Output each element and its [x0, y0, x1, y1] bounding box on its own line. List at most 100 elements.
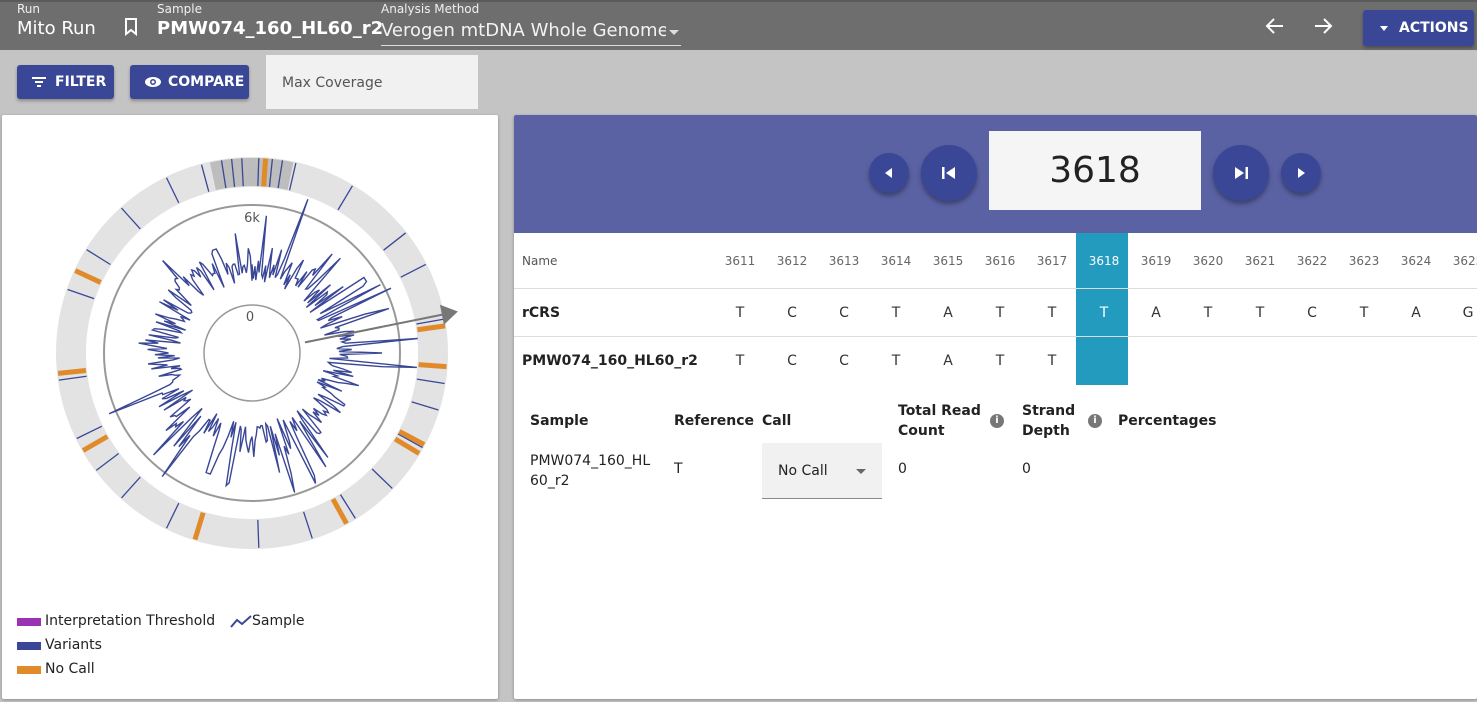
no-call-mark[interactable]	[74, 268, 102, 285]
control-region-mark[interactable]	[238, 158, 244, 187]
control-region-mark[interactable]	[284, 161, 294, 190]
position-label[interactable]: 3617	[1036, 254, 1068, 268]
variant-mark[interactable]	[67, 288, 95, 300]
position-label[interactable]: 3619	[1140, 254, 1172, 268]
position-label[interactable]: 3616	[984, 254, 1016, 268]
reference-base[interactable]: G	[1462, 305, 1474, 321]
variant-mark[interactable]	[165, 177, 180, 204]
position-label[interactable]: 3620	[1192, 254, 1224, 268]
variant-mark[interactable]	[241, 158, 244, 187]
position-label[interactable]: 3614	[880, 254, 912, 268]
position-label[interactable]: 3621	[1244, 254, 1276, 268]
compare-button[interactable]: COMPARE	[130, 65, 249, 99]
reference-base[interactable]: T	[995, 305, 1005, 321]
no-call-mark[interactable]	[81, 434, 109, 453]
no-call-mark[interactable]	[57, 367, 87, 376]
variant-mark[interactable]	[416, 318, 445, 325]
no-call-mark[interactable]	[418, 362, 447, 370]
last-position-button[interactable]	[1213, 145, 1269, 201]
position-label[interactable]: 3624	[1400, 254, 1432, 268]
no-call-mark[interactable]	[417, 323, 446, 333]
control-region-mark[interactable]	[235, 158, 241, 187]
circular-coverage-chart[interactable]: 6k 0	[2, 115, 498, 595]
arrow-right-icon[interactable]	[1311, 14, 1335, 38]
variant-mark[interactable]	[383, 232, 407, 251]
no-call-mark[interactable]	[393, 436, 421, 456]
variant-mark[interactable]	[302, 511, 313, 539]
reference-base[interactable]: C	[787, 305, 797, 321]
position-label[interactable]: 3623	[1348, 254, 1380, 268]
variant-mark[interactable]	[220, 160, 227, 189]
control-region-mark[interactable]	[209, 161, 219, 190]
variant-mark[interactable]	[339, 494, 356, 519]
reference-base[interactable]: T	[1255, 305, 1265, 321]
control-region-mark[interactable]	[258, 158, 263, 187]
position-label[interactable]: 3625	[1452, 254, 1477, 268]
first-position-button[interactable]	[921, 145, 977, 201]
sample-base[interactable]: A	[943, 353, 953, 369]
no-call-mark[interactable]	[261, 158, 269, 187]
next-position-button[interactable]	[1281, 153, 1321, 193]
control-region-mark[interactable]	[233, 158, 239, 187]
variant-mark[interactable]	[288, 162, 297, 191]
analysis-method-select[interactable]: Verogen mtDNA Whole Genome ...	[381, 18, 681, 46]
reference-base[interactable]: T	[735, 305, 745, 321]
reference-base[interactable]: C	[1307, 305, 1317, 321]
position-label[interactable]: 3612	[776, 254, 808, 268]
call-select[interactable]: No Call	[762, 443, 882, 499]
variant-mark[interactable]	[230, 159, 236, 187]
control-region-mark[interactable]	[278, 160, 287, 189]
position-label[interactable]: 3611	[724, 254, 756, 268]
control-region-mark[interactable]	[245, 158, 250, 187]
control-region-mark[interactable]	[226, 159, 233, 188]
position-label[interactable]: 3622	[1296, 254, 1328, 268]
variant-mark[interactable]	[416, 378, 445, 385]
variant-mark[interactable]	[95, 452, 120, 471]
variant-mark[interactable]	[411, 401, 439, 411]
control-region-mark[interactable]	[221, 159, 229, 189]
arrow-left-icon[interactable]	[1263, 14, 1287, 38]
control-region-mark[interactable]	[231, 158, 237, 187]
sample-base[interactable]: T	[995, 353, 1005, 369]
control-region-mark[interactable]	[280, 160, 289, 190]
filter-button[interactable]: FILTER	[17, 65, 114, 99]
max-coverage-input[interactable]: Max Coverage	[266, 55, 478, 109]
variant-mark[interactable]	[76, 425, 103, 440]
variant-mark[interactable]	[337, 185, 353, 211]
control-region-mark[interactable]	[216, 160, 225, 189]
actions-button[interactable]: ACTIONS	[1363, 10, 1474, 46]
position-label[interactable]: 3618	[1088, 254, 1120, 268]
control-region-mark[interactable]	[270, 159, 277, 188]
no-call-mark[interactable]	[330, 497, 349, 525]
variant-mark[interactable]	[257, 158, 260, 187]
position-label[interactable]: 3613	[828, 254, 860, 268]
position-input[interactable]: 3618	[989, 131, 1201, 210]
control-region-mark[interactable]	[224, 159, 231, 188]
control-region-mark[interactable]	[214, 161, 223, 190]
variant-mark[interactable]	[121, 476, 141, 499]
no-call-mark[interactable]	[192, 511, 206, 541]
info-icon[interactable]: i	[990, 414, 1004, 428]
control-region-mark[interactable]	[212, 161, 221, 190]
variant-mark[interactable]	[268, 159, 274, 187]
variant-mark[interactable]	[400, 263, 427, 278]
sample-base[interactable]: C	[839, 353, 849, 369]
variant-mark[interactable]	[86, 249, 111, 266]
previous-position-button[interactable]	[869, 153, 909, 193]
info-icon[interactable]: i	[1088, 414, 1102, 428]
position-label[interactable]: 3615	[932, 254, 964, 268]
reference-base[interactable]: C	[839, 305, 849, 321]
variant-mark[interactable]	[165, 502, 180, 529]
sample-base[interactable]: C	[787, 353, 797, 369]
control-region-mark[interactable]	[274, 159, 282, 188]
sample-base[interactable]: T	[735, 353, 745, 369]
no-call-mark[interactable]	[398, 429, 426, 447]
control-region-mark[interactable]	[282, 161, 292, 190]
bookmark-icon[interactable]	[124, 18, 138, 36]
variant-mark[interactable]	[397, 433, 423, 449]
variant-mark[interactable]	[58, 375, 87, 381]
reference-base[interactable]: A	[1411, 305, 1421, 321]
sample-base[interactable]: T	[1047, 353, 1057, 369]
control-region-mark[interactable]	[272, 159, 280, 188]
control-region-mark[interactable]	[243, 158, 248, 187]
